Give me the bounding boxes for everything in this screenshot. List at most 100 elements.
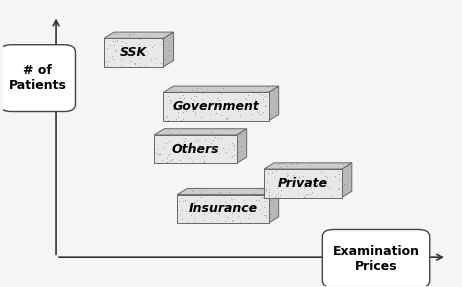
Point	[308, 189, 315, 194]
Point	[164, 156, 171, 160]
Point	[229, 217, 237, 222]
Point	[154, 152, 162, 156]
Point	[164, 152, 172, 157]
Point	[200, 159, 207, 163]
Point	[236, 131, 243, 136]
Point	[157, 64, 164, 69]
Point	[136, 63, 143, 68]
Point	[136, 50, 144, 54]
Point	[186, 156, 194, 160]
Point	[118, 57, 125, 61]
Point	[262, 213, 269, 217]
Point	[197, 191, 204, 195]
Point	[127, 31, 134, 36]
Point	[231, 127, 238, 132]
Point	[172, 149, 179, 154]
Point	[142, 33, 150, 38]
Polygon shape	[268, 188, 279, 223]
Point	[164, 47, 171, 52]
Point	[207, 219, 214, 224]
Point	[118, 38, 126, 43]
Point	[177, 89, 184, 94]
Point	[175, 109, 182, 114]
Point	[340, 182, 348, 187]
Point	[157, 61, 164, 66]
Point	[234, 150, 242, 155]
Point	[335, 186, 343, 191]
Point	[147, 57, 154, 61]
Point	[161, 30, 168, 35]
Point	[296, 174, 303, 179]
Polygon shape	[177, 188, 279, 195]
Point	[181, 139, 188, 144]
Point	[294, 166, 302, 170]
Point	[221, 219, 229, 223]
Point	[165, 128, 172, 132]
Point	[244, 104, 251, 108]
Point	[190, 201, 198, 205]
Point	[346, 180, 354, 185]
Point	[194, 118, 201, 123]
Point	[188, 205, 195, 210]
Point	[165, 52, 172, 57]
Point	[308, 177, 315, 182]
Point	[111, 47, 119, 52]
Point	[202, 209, 209, 214]
Point	[322, 173, 329, 178]
Point	[128, 54, 135, 59]
Point	[263, 179, 270, 184]
Point	[200, 144, 207, 148]
Point	[222, 127, 229, 132]
Point	[331, 173, 338, 178]
Point	[225, 146, 233, 151]
Point	[188, 159, 195, 164]
Point	[176, 98, 183, 103]
Point	[215, 212, 223, 216]
Point	[109, 53, 116, 58]
Point	[164, 118, 172, 122]
Point	[238, 149, 245, 153]
Point	[274, 162, 282, 166]
Point	[270, 175, 277, 180]
Point	[122, 52, 130, 57]
Point	[228, 203, 236, 208]
Point	[259, 93, 266, 98]
Point	[224, 105, 231, 110]
Point	[284, 172, 292, 177]
Point	[179, 217, 186, 221]
Point	[192, 111, 199, 116]
Text: Government: Government	[173, 100, 260, 113]
Point	[111, 39, 119, 44]
Point	[195, 143, 203, 148]
Point	[137, 55, 144, 60]
Point	[336, 172, 343, 176]
Point	[265, 187, 272, 191]
Point	[307, 186, 315, 191]
Point	[229, 140, 236, 145]
Point	[197, 115, 205, 120]
Point	[334, 166, 341, 171]
Point	[265, 107, 273, 112]
Point	[276, 193, 283, 198]
Point	[271, 213, 279, 218]
Point	[197, 86, 205, 90]
Point	[148, 44, 156, 49]
Point	[142, 49, 150, 53]
Point	[118, 44, 126, 48]
Point	[185, 192, 192, 197]
Point	[167, 88, 175, 92]
Point	[185, 220, 192, 224]
Point	[265, 193, 273, 198]
Point	[182, 136, 189, 140]
Point	[176, 212, 184, 216]
Point	[274, 191, 282, 196]
Point	[273, 169, 280, 174]
Point	[212, 110, 219, 115]
Point	[194, 139, 201, 144]
Point	[189, 109, 197, 113]
Point	[189, 201, 196, 205]
Point	[276, 165, 284, 169]
Point	[152, 151, 160, 156]
Point	[167, 131, 175, 135]
Point	[263, 88, 271, 93]
